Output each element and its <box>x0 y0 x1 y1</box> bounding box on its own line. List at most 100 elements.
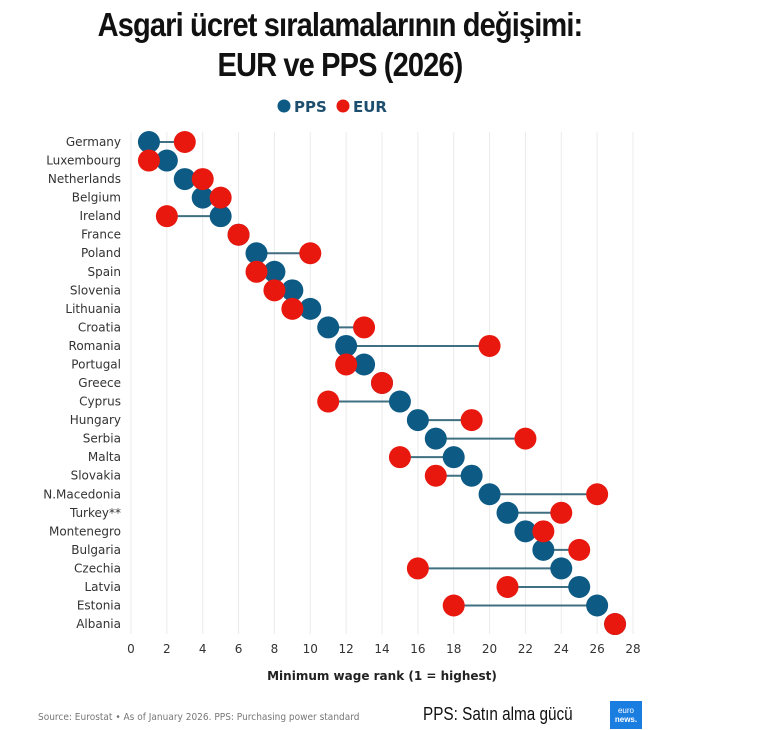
legend-label-pps: PPS <box>294 98 327 116</box>
pps-dot <box>155 149 178 172</box>
eur-dot <box>388 446 411 469</box>
eur-dot <box>586 483 609 506</box>
country-label: Romania <box>69 339 121 353</box>
legend-label-eur: EUR <box>353 98 387 116</box>
country-label: Malta <box>88 450 121 464</box>
eur-dot <box>155 205 178 228</box>
country-label: Estonia <box>77 599 121 613</box>
country-label: Poland <box>81 246 121 260</box>
country-label: Czechia <box>74 561 121 575</box>
pps-dot <box>191 186 214 209</box>
pps-dot <box>245 242 268 265</box>
country-label: Netherlands <box>48 172 121 186</box>
pps-dot <box>460 464 483 487</box>
x-tick-label: 22 <box>518 642 533 656</box>
country-label: Greece <box>78 376 121 390</box>
x-tick-label: 4 <box>199 642 207 656</box>
eur-dot <box>281 297 304 320</box>
eur-dot <box>514 427 537 450</box>
eur-dot <box>442 594 465 617</box>
pps-dot <box>478 483 501 506</box>
country-label: Slovakia <box>71 469 121 483</box>
country-label: Germany <box>66 135 121 149</box>
pps-dot <box>209 205 232 228</box>
country-label: Belgium <box>72 191 121 205</box>
pps-dot <box>406 409 429 432</box>
eur-dot <box>550 501 573 524</box>
country-label: Latvia <box>84 580 121 594</box>
x-tick-label: 18 <box>446 642 461 656</box>
pps-dot <box>317 316 340 339</box>
pps-dot <box>514 520 537 543</box>
country-label: Spain <box>87 265 121 279</box>
pps-dot <box>496 501 519 524</box>
x-tick-label: 16 <box>410 642 425 656</box>
country-label: Lithuania <box>65 302 121 316</box>
eur-dot <box>263 279 286 302</box>
eur-dot <box>191 168 214 191</box>
country-label: France <box>81 228 121 242</box>
x-tick-label: 12 <box>339 642 354 656</box>
legend-marker-eur <box>336 99 350 113</box>
eur-dot <box>406 557 429 580</box>
pps-dot <box>568 575 591 598</box>
x-tick-label: 14 <box>374 642 389 656</box>
eur-dot <box>532 520 555 543</box>
eur-dot <box>173 131 196 153</box>
x-tick-label: 2 <box>163 642 171 656</box>
eur-dot <box>424 464 447 487</box>
pps-dot <box>442 446 465 469</box>
eur-dot <box>478 334 501 357</box>
country-label: Croatia <box>78 320 121 334</box>
pps-dot <box>263 260 286 283</box>
eur-dot <box>227 223 250 246</box>
pps-dot <box>299 297 322 320</box>
country-label: Turkey** <box>69 506 121 520</box>
x-tick-label: 10 <box>303 642 318 656</box>
country-label: Portugal <box>71 357 121 371</box>
country-label: Luxembourg <box>46 154 121 168</box>
country-label: Serbia <box>83 432 121 446</box>
x-tick-label: 20 <box>482 642 497 656</box>
pps-dot <box>173 168 196 191</box>
eur-dot <box>317 390 340 413</box>
eur-dot <box>137 149 160 172</box>
pps-dot <box>281 279 304 302</box>
eur-dot <box>353 316 376 339</box>
pps-dot <box>424 427 447 450</box>
x-tick-label: 24 <box>554 642 569 656</box>
eur-dot <box>335 353 358 376</box>
country-label: Cyprus <box>79 395 121 409</box>
x-tick-label: 28 <box>625 642 640 656</box>
country-label: Bulgaria <box>71 543 121 557</box>
eur-dot <box>604 613 627 636</box>
legend-marker-pps <box>277 99 291 113</box>
chart-title: Asgari ücret sıralamalarının değişimi: <box>97 6 584 43</box>
x-tick-label: 0 <box>127 642 135 656</box>
x-tick-label: 6 <box>235 642 243 656</box>
pps-dot <box>353 353 376 376</box>
pps-dot <box>388 390 411 413</box>
pps-note: PPS: Satın alma gücü <box>423 704 573 724</box>
eur-dot <box>245 260 268 283</box>
pps-dot <box>532 538 555 561</box>
eur-dot <box>371 372 393 395</box>
x-tick-label: 8 <box>271 642 279 656</box>
eur-dot <box>568 538 591 561</box>
eur-dot <box>299 242 322 265</box>
pps-dot <box>586 594 609 617</box>
pps-dot <box>137 131 160 153</box>
country-label: Hungary <box>70 413 121 427</box>
source-note: Source: Eurostat • As of January 2026. P… <box>38 712 360 723</box>
chart-subtitle: EUR ve PPS (2026) <box>217 46 464 83</box>
country-label: N.Macedonia <box>43 487 121 501</box>
x-tick-label: 26 <box>590 642 605 656</box>
country-label: Albania <box>76 617 121 631</box>
euronews-logo: euro news. <box>610 701 642 729</box>
pps-dot <box>550 557 573 580</box>
pps-dot <box>335 334 358 357</box>
eur-dot <box>209 186 232 209</box>
country-label: Ireland <box>79 209 121 223</box>
eur-dot <box>496 575 519 598</box>
